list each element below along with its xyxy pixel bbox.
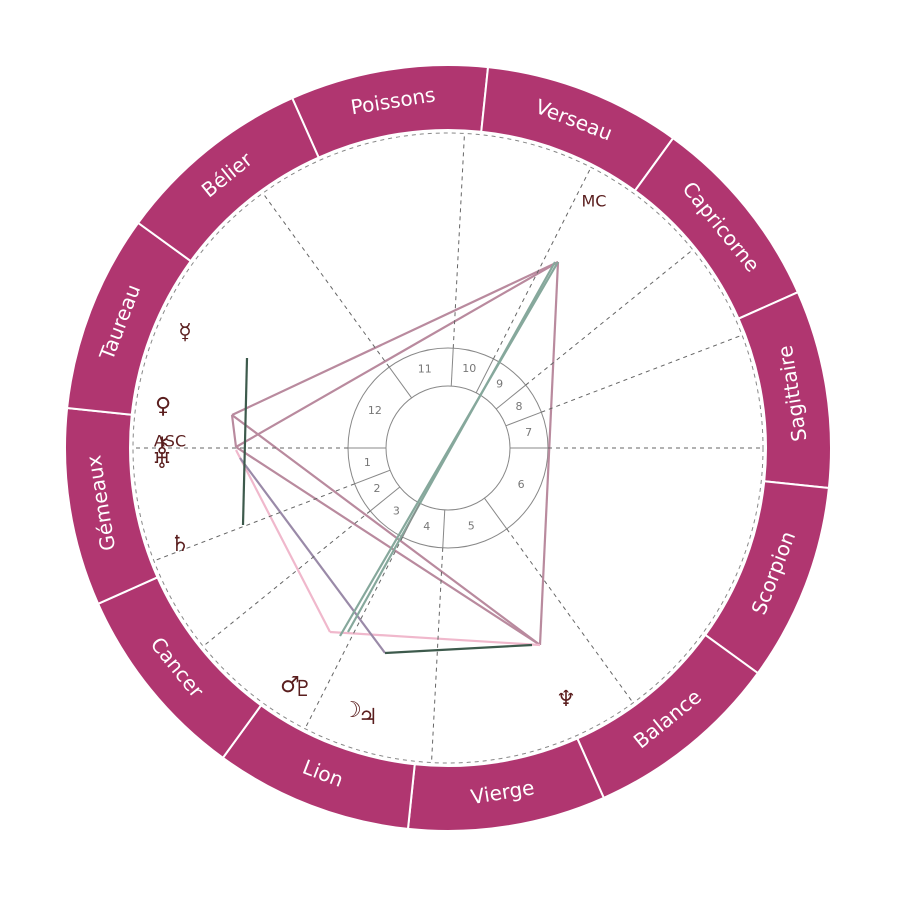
inner-circle bbox=[132, 132, 764, 764]
planet-glyph: ☽ bbox=[342, 698, 362, 723]
house-number: 1 bbox=[364, 456, 371, 469]
house-cusp bbox=[506, 528, 634, 704]
house-number: 6 bbox=[518, 478, 525, 491]
house-divider bbox=[450, 348, 454, 387]
house-number: 8 bbox=[516, 400, 523, 413]
aspect-line bbox=[230, 414, 238, 448]
house-cusp bbox=[431, 547, 444, 763]
house-ring-inner bbox=[385, 385, 511, 511]
aspect-line bbox=[329, 630, 541, 647]
aspect-line bbox=[235, 261, 559, 448]
house-cusp bbox=[541, 334, 743, 413]
house-divider bbox=[475, 358, 494, 393]
house-cusp bbox=[202, 510, 371, 647]
aspect-line bbox=[239, 457, 386, 654]
house-cusp bbox=[452, 133, 465, 349]
house-number: 11 bbox=[418, 362, 432, 375]
house-divider bbox=[495, 384, 527, 410]
aspect-line bbox=[231, 261, 559, 416]
house-divider bbox=[369, 486, 401, 512]
house-number: 10 bbox=[462, 362, 476, 375]
house-number: 9 bbox=[496, 377, 503, 390]
asc-label: ASC bbox=[154, 432, 186, 451]
sign-segment bbox=[136, 96, 320, 263]
house-divider bbox=[354, 469, 391, 485]
house-cusp bbox=[304, 536, 404, 729]
mc-label: MC bbox=[582, 192, 607, 211]
planet-glyph: ♅ bbox=[152, 449, 172, 474]
aspect-line bbox=[241, 357, 249, 526]
aspect-line bbox=[235, 446, 541, 646]
house-number: 4 bbox=[423, 520, 430, 533]
house-number: 5 bbox=[468, 520, 475, 533]
house-number: 12 bbox=[368, 404, 382, 417]
planet-glyph: ♃ bbox=[358, 705, 378, 730]
aspect-line bbox=[235, 449, 331, 633]
planet-glyph: ⚷ bbox=[154, 433, 170, 458]
planet-glyph: ♂ bbox=[280, 673, 300, 698]
house-cusp bbox=[262, 192, 390, 368]
house-cusp bbox=[153, 483, 355, 562]
house-cusp bbox=[492, 167, 592, 360]
aspect-line bbox=[538, 261, 560, 646]
house-divider bbox=[442, 509, 446, 548]
planet-glyph: ♆ bbox=[556, 687, 576, 712]
house-divider bbox=[505, 411, 542, 427]
aspect-lines bbox=[230, 261, 560, 655]
house-number: 2 bbox=[373, 482, 380, 495]
aspect-line bbox=[231, 414, 541, 646]
house-divider bbox=[402, 503, 421, 538]
planet-glyph: ♇ bbox=[293, 677, 313, 702]
planet-glyph: ♄ bbox=[170, 532, 190, 557]
house-number: 3 bbox=[393, 505, 400, 518]
house-cusp bbox=[525, 249, 694, 386]
planet-glyph: ♀ bbox=[155, 394, 171, 419]
aspect-line bbox=[347, 261, 556, 633]
house-divider bbox=[484, 497, 508, 530]
sign-ring: Poissons VerseauCapricorneSagittaireScorp… bbox=[64, 64, 832, 832]
house-number: 7 bbox=[525, 426, 532, 439]
aspect-line bbox=[339, 261, 559, 637]
house-divider bbox=[388, 366, 412, 399]
planet-glyph: ☿ bbox=[178, 320, 192, 345]
aspect-line bbox=[384, 643, 533, 655]
